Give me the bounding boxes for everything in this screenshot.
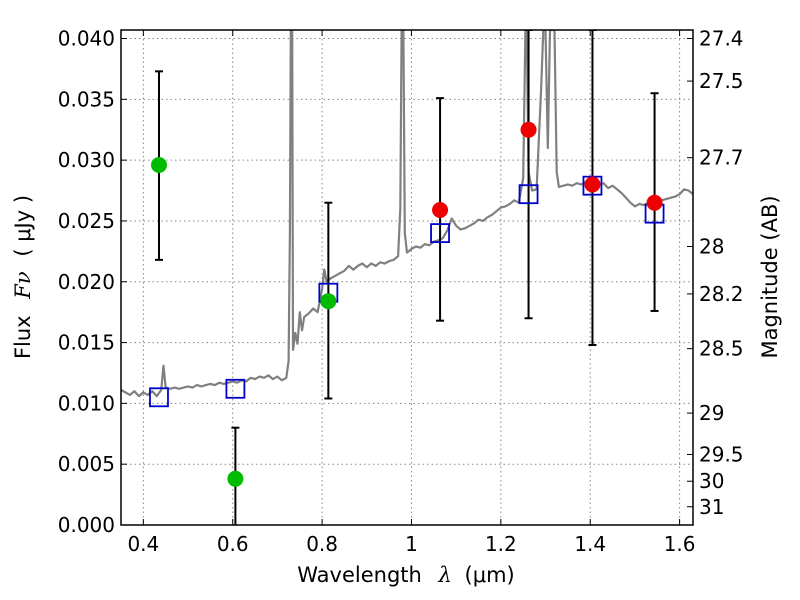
magnitude-tick-label: 29 [699, 401, 724, 425]
y-axis-title: Flux Fν ( μJy ) [11, 195, 35, 359]
x-tick-label: 1.2 [485, 532, 517, 556]
y-tick-label: 0.025 [58, 209, 115, 233]
magnitude-tick-label: 27.4 [699, 27, 744, 51]
model-photometry-square [225, 378, 246, 399]
magnitude-tick-label: 27.7 [699, 146, 744, 170]
y-tick-label: 0.030 [58, 148, 115, 172]
x-axis-label: Wavelength [297, 563, 422, 587]
magnitude-tick-label: 28.5 [699, 337, 744, 361]
magnitude-tick-label: 29.5 [699, 442, 744, 466]
y-tick-label: 0.020 [58, 270, 115, 294]
green-data-point [150, 157, 167, 173]
x-axis-title: Wavelength λ (μm) [297, 563, 514, 587]
y-tick-label: 0.040 [58, 27, 115, 51]
magnitude-tick-label: 31 [699, 495, 724, 519]
x-tick-label: 0.6 [217, 532, 249, 556]
y-axis-unit: ( μJy ) [11, 195, 35, 257]
model-photometry-square [518, 184, 539, 205]
magnitude-tick-label: 30 [699, 469, 724, 493]
x-tick-label: 1.6 [664, 532, 696, 556]
green-data-point [320, 293, 337, 310]
green-data-point [227, 470, 244, 487]
y-tick-label: 0.000 [58, 513, 115, 537]
x-axis-symbol: λ [438, 563, 452, 587]
data-series [121, 30, 693, 525]
magnitude-tick-label: 27.5 [699, 69, 744, 93]
y-axis-label: Flux [11, 315, 35, 359]
x-tick-label: 0.4 [127, 532, 159, 556]
tick-marks [121, 30, 693, 526]
x-tick-label: 0.8 [306, 532, 338, 556]
magnitude-tick-label: 28 [699, 234, 724, 258]
y-tick-label: 0.015 [58, 331, 115, 355]
y-tick-label: 0.005 [58, 452, 115, 476]
model-photometry-square [430, 223, 450, 244]
red-data-point [646, 194, 663, 211]
model-photometry-square [149, 387, 169, 408]
magnitude-tick-label: 28.2 [699, 282, 744, 306]
grid [121, 30, 693, 526]
red-data-point [520, 121, 537, 138]
plot-background [121, 30, 693, 525]
red-data-point [432, 202, 449, 218]
y-tick-label: 0.035 [58, 87, 115, 111]
right-axis-title: Magnitude (AB) [758, 195, 782, 358]
y-tick-label: 0.010 [58, 391, 115, 415]
x-axis-unit: (μm) [465, 563, 515, 587]
tick-labels: 0.4 0.6 0.8 1 1.2 1.4 1.6 0.000 0.005 0.010 0.015 0… [58, 27, 744, 556]
x-tick-label: 1.4 [574, 532, 606, 556]
x-tick-label: 1 [405, 532, 418, 556]
red-data-point [584, 176, 601, 193]
y-axis-symbol: Fν [11, 271, 35, 300]
plot-frame [120, 29, 694, 526]
